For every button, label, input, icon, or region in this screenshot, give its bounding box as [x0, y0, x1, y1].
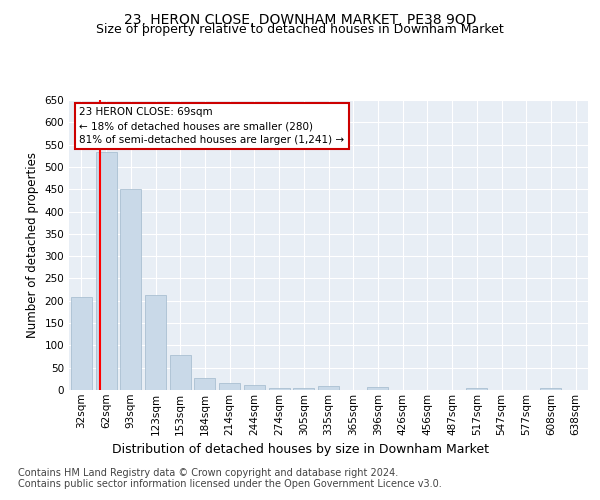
Bar: [120, 189, 141, 390]
Bar: [541, 388, 562, 390]
Y-axis label: Number of detached properties: Number of detached properties: [26, 152, 39, 338]
Text: Contains HM Land Registry data © Crown copyright and database right 2024.
Contai: Contains HM Land Registry data © Crown c…: [18, 468, 442, 489]
Bar: [219, 384, 240, 390]
Bar: [293, 388, 314, 390]
Bar: [95, 152, 116, 390]
Bar: [367, 388, 388, 390]
Bar: [244, 384, 265, 390]
Text: Distribution of detached houses by size in Downham Market: Distribution of detached houses by size …: [112, 442, 488, 456]
Bar: [145, 296, 166, 390]
Bar: [170, 355, 191, 390]
Bar: [71, 297, 92, 390]
Bar: [194, 378, 215, 390]
Bar: [466, 388, 487, 390]
Text: 23 HERON CLOSE: 69sqm
← 18% of detached houses are smaller (280)
81% of semi-det: 23 HERON CLOSE: 69sqm ← 18% of detached …: [79, 108, 344, 146]
Text: 23, HERON CLOSE, DOWNHAM MARKET, PE38 9QD: 23, HERON CLOSE, DOWNHAM MARKET, PE38 9Q…: [124, 12, 476, 26]
Text: Size of property relative to detached houses in Downham Market: Size of property relative to detached ho…: [96, 22, 504, 36]
Bar: [269, 388, 290, 390]
Bar: [318, 386, 339, 390]
